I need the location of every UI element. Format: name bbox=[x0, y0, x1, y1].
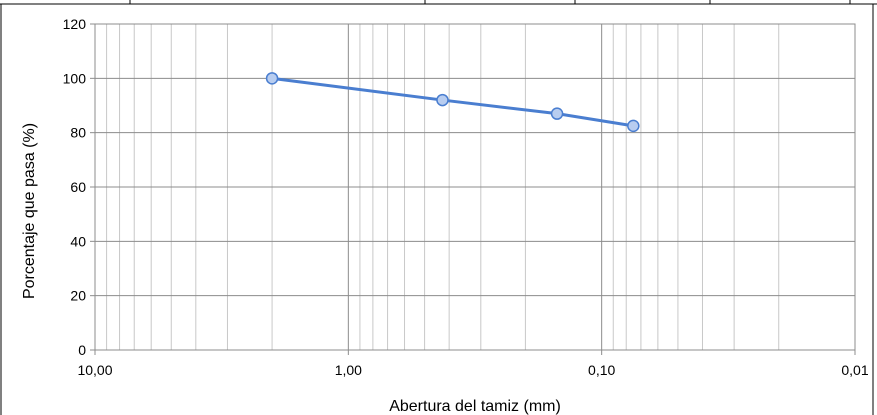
data-point bbox=[436, 93, 449, 107]
y-tick-label: 60 bbox=[70, 179, 86, 195]
y-tick-label: 120 bbox=[63, 16, 87, 32]
x-tick-label: 1,00 bbox=[335, 362, 362, 378]
data-point bbox=[550, 107, 564, 120]
y-tick-label: 40 bbox=[70, 233, 86, 249]
y-axis-label: Porcentaje que pasa (%) bbox=[21, 123, 38, 299]
y-tick-label: 0 bbox=[78, 342, 86, 358]
y-tick-label: 80 bbox=[70, 125, 86, 141]
data-point bbox=[627, 119, 640, 133]
series-line bbox=[271, 76, 634, 128]
y-axis-ticks: 0 20 40 60 80 100 120 bbox=[63, 16, 95, 358]
x-axis-label: Abertura del tamiz (mm) bbox=[389, 398, 561, 415]
y-tick-label: 100 bbox=[63, 70, 87, 86]
data-point bbox=[265, 72, 279, 85]
top-border-ticks bbox=[129, 0, 851, 4]
x-tick-label: 10,00 bbox=[77, 362, 112, 378]
y-tick-label: 20 bbox=[70, 288, 86, 304]
x-axis-ticks: 10,00 1,00 0,10 0,01 bbox=[77, 350, 869, 378]
x-tick-label: 0,01 bbox=[841, 362, 868, 378]
series-layer bbox=[265, 72, 640, 133]
x-tick-label: 0,10 bbox=[588, 362, 615, 378]
